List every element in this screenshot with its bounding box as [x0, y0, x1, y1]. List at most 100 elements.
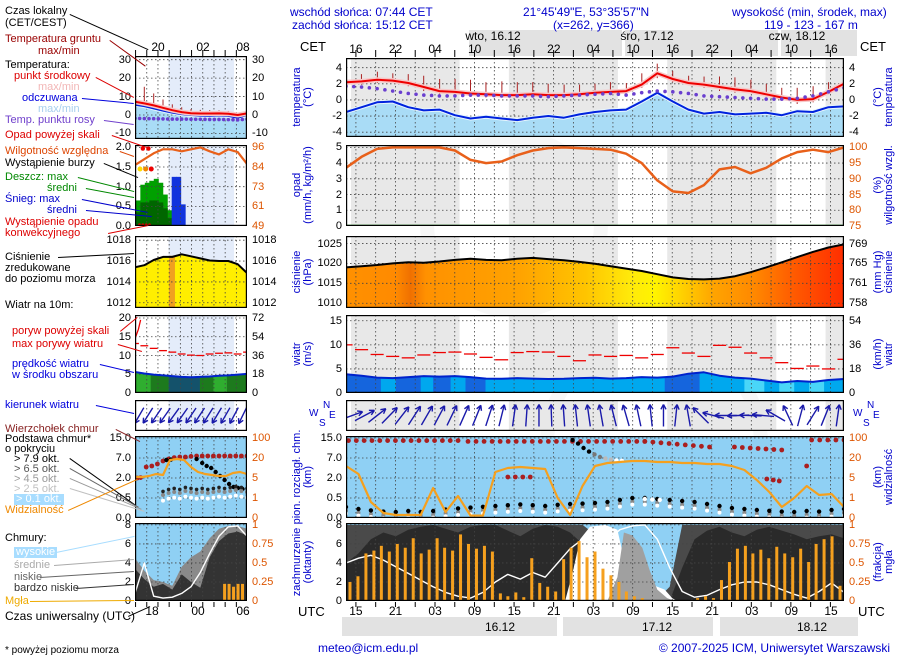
axis-tick-label: 09	[467, 604, 482, 618]
axis-tick-label: 0.25	[849, 575, 871, 588]
label-rain-mean: średni	[47, 182, 77, 194]
axis-tick-label: 15	[665, 604, 680, 618]
axis-tick-label: 04	[428, 42, 442, 56]
label-precip-offscale: Opad powyżej skali	[5, 129, 100, 141]
contact-email[interactable]: meteo@icm.edu.pl	[318, 641, 419, 655]
axis-tick-label: 1014	[106, 275, 131, 288]
panel-mini-humidity-precip	[135, 145, 247, 226]
axis-tick-label: 0	[849, 595, 856, 607]
axis-tick-label: 5	[124, 368, 131, 381]
axis-tick-label: 0	[335, 387, 342, 399]
axis-tick-label: 0	[849, 93, 856, 106]
altitude-value: 119 - 123 - 167 m	[764, 18, 858, 32]
axis-tick-label: 10	[626, 42, 640, 56]
axis-tick-label: 0	[849, 512, 856, 524]
compass-e-icon: E	[329, 410, 336, 421]
axis-tick-label: 22	[705, 42, 719, 56]
axis-tick-label: 1.5	[115, 161, 131, 174]
label-cloud-base-1: Podstawa chmur*	[5, 433, 92, 445]
axis-tick-label: 2.0	[115, 141, 131, 154]
coordinates-text: 21°45'49"E, 53°35'57"N	[523, 5, 650, 19]
compass-n-icon: N	[867, 400, 875, 411]
axis-tick-label: 1025	[317, 237, 342, 250]
axis-tick-label: -4	[849, 126, 859, 139]
axis-tick-label: 5	[849, 472, 856, 484]
label-visibility: Widzialność	[5, 504, 64, 516]
label-thunderstorm: Wystąpienie burzy	[5, 157, 95, 169]
axis-tick-label: 20	[849, 452, 862, 464]
label-wind-speed-1: prędkość wiatru	[12, 358, 90, 370]
axis-tick-label: 0	[124, 109, 131, 122]
axis-tick-label: -2	[849, 110, 859, 123]
axis-tick-label: 4	[335, 61, 342, 74]
panel-mini-temperature	[135, 56, 247, 139]
axis-tick-label: 0	[335, 220, 342, 232]
axis-tick-label: 16	[349, 42, 363, 56]
label-wind-speed-2: w środku obszaru	[12, 369, 99, 381]
label-fog: Mgła	[5, 595, 29, 607]
label-local-time: Czas lokalny	[5, 5, 68, 17]
panel-main-cloudcover-fog	[346, 523, 844, 601]
date-band	[625, 30, 778, 56]
axis-tick-label: 30	[118, 53, 131, 66]
axis-tick-label: 0.75	[849, 537, 871, 550]
axis-tick-label: 20	[252, 452, 265, 464]
sunrise-text: wschód słońca: 07:44 CET	[290, 5, 433, 19]
axis-tick-label: 0.0	[326, 512, 342, 524]
axis-tick-label: 03	[745, 604, 759, 618]
axis-tick-label: 4	[849, 61, 856, 74]
label-ground-temp-maxmin: max/min	[38, 45, 80, 57]
axis-tick-label: 1012	[252, 296, 277, 309]
utc-label-left: UTC	[298, 604, 325, 619]
axis-tick-label: 7.0	[115, 452, 131, 464]
axis-tick-label: 7.0	[326, 452, 342, 464]
label-midpoint-temp: punkt środkowy	[14, 70, 91, 82]
axis-tick-label: 20	[151, 40, 165, 54]
label-convective-2: konwekcyjnego	[5, 227, 81, 239]
label-cloud-top: Wierzchołek chmur	[5, 423, 99, 435]
axis-tick-label: 16	[507, 42, 521, 56]
label-cloud-base-2: o pokryciu	[5, 443, 56, 455]
axis-tick-label: 0	[335, 93, 342, 106]
label-pressure-3: do poziomu morza	[5, 273, 96, 285]
compass-n-icon: N	[323, 400, 331, 411]
axis-tick-label: 10	[118, 90, 131, 103]
axis-tick-label: 30	[252, 53, 265, 66]
axis-tick-label: 10	[329, 338, 342, 351]
axis-tick-label: 04	[586, 42, 601, 56]
axis-tick-label: 36	[252, 349, 265, 362]
panel-mini-cloudbase-visibility	[135, 436, 247, 518]
axis-tick-label: 100	[849, 432, 868, 444]
panel-mini-pressure	[135, 236, 247, 308]
axis-tick-label: śro, 17.12	[620, 29, 674, 43]
panel-main-temperature	[346, 58, 844, 137]
axis-tick-label: 09	[626, 604, 640, 618]
axis-tick-label: 0.75	[252, 537, 274, 550]
axis-tick-label: 72	[252, 312, 265, 324]
axis-tick-label: 1010	[317, 297, 342, 310]
label-wind-direction: kierunek wiatru	[5, 399, 79, 411]
axis-tick-label: 6	[335, 537, 342, 550]
axis-tick-label: 1016	[252, 255, 277, 268]
axis-tick-label: 5	[252, 472, 259, 484]
axis-tick-label: 1	[335, 204, 342, 217]
label-okta-25: > 2.5 okt.	[14, 483, 60, 495]
axis-tick-label: 1015	[317, 277, 342, 290]
axis-tick-label: 15	[507, 604, 521, 618]
axis-tick-label: 21	[705, 604, 719, 618]
label-wind10m: Wiatr na 10m:	[5, 299, 74, 311]
axis-tick-label: 0	[335, 595, 342, 607]
axis-tick-label: 1	[252, 492, 259, 504]
panel-ticks-bottom-main	[355, 602, 831, 607]
panel-main-wind	[346, 315, 844, 393]
axis-tick-label: 10	[467, 42, 482, 56]
axis-tick-label: 20	[252, 72, 265, 85]
axis-tick-label: 0.5	[849, 556, 865, 569]
axis-tick-label: 20	[118, 72, 131, 85]
label-gust-offscale: poryw powyżej skali	[12, 325, 110, 337]
axis-tick-label: 0	[252, 512, 259, 524]
axis-tick-label: 2	[335, 575, 342, 588]
axis-tick-label: 1016	[106, 255, 131, 268]
axis-tick-label: 09	[784, 604, 799, 618]
